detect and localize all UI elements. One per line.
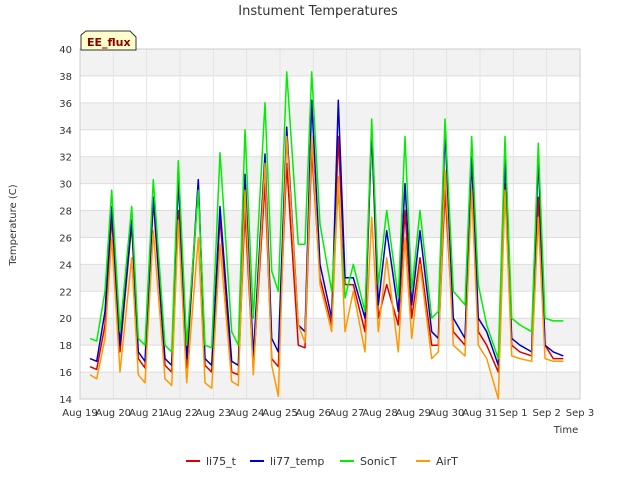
x-tick-label: Aug 21	[129, 408, 164, 419]
plot-frame	[79, 48, 581, 400]
x-tick-label: Aug 31	[462, 408, 497, 419]
x-tick-label: Aug 20	[96, 408, 131, 419]
legend-label: AirT	[436, 455, 458, 468]
background-band	[80, 129, 580, 157]
x-tick-label: Aug 22	[162, 408, 197, 419]
x-tick-label: Sep 3	[566, 408, 594, 419]
y-tick-label: 14	[59, 395, 72, 406]
x-tick-label: Aug 30	[429, 408, 464, 419]
background-band	[80, 372, 580, 399]
x-tick-label: Aug 28	[362, 408, 397, 419]
x-tick-label: Aug 26	[296, 408, 331, 419]
y-tick-labels: 14 16 18 20 22 24 26 28 30 32 34 36 38 40	[59, 45, 72, 406]
y-tick-label: 24	[59, 260, 72, 271]
y-tick-label: 34	[59, 126, 72, 137]
x-tick-label: Aug 23	[196, 408, 231, 419]
background-band	[80, 102, 580, 130]
background-band	[80, 345, 580, 373]
y-tick-label: 20	[59, 314, 72, 325]
series-line-li77-temp	[89, 99, 564, 367]
x-tick-label: Sep 2	[532, 408, 560, 419]
x-tick-label: Aug 27	[329, 408, 364, 419]
background-band	[80, 49, 580, 76]
ee-flux-badge: EE_flux	[80, 30, 137, 51]
series-lines	[89, 71, 564, 400]
background-band	[80, 210, 580, 238]
x-tick-label: Aug 29	[396, 408, 431, 419]
legend-label: li77_temp	[270, 455, 324, 468]
y-tick-label: 38	[59, 72, 72, 83]
background-band	[80, 75, 580, 103]
y-tick-label: 26	[59, 233, 72, 244]
y-tick-label: 16	[59, 368, 72, 379]
legend-label: SonicT	[360, 455, 397, 468]
y-tick-label: 36	[59, 99, 72, 110]
background-band	[80, 183, 580, 211]
y-tick-label: 32	[59, 153, 72, 164]
series-line-li75-t	[89, 129, 564, 376]
background-band	[80, 291, 580, 319]
y-tick-label: 22	[59, 287, 72, 298]
background-band	[80, 156, 580, 184]
legend: li75_t li77_temp SonicT AirT	[186, 455, 458, 468]
x-tick-label: Aug 24	[229, 408, 264, 419]
background-band	[80, 237, 580, 265]
badge-label: EE_flux	[87, 36, 131, 49]
x-axis-label: Time	[553, 425, 578, 436]
y-tick-label: 40	[59, 45, 72, 56]
x-tick-label: Aug 19	[62, 408, 97, 419]
x-tick-label: Aug 25	[262, 408, 297, 419]
chart-title: Instument Temperatures	[238, 4, 398, 19]
y-tick-label: 30	[59, 180, 72, 191]
legend-label: li75_t	[206, 455, 237, 468]
y-axis-label: Temperature (C)	[8, 184, 19, 266]
x-tick-label: Sep 1	[499, 408, 527, 419]
y-tick-label: 28	[59, 207, 72, 218]
y-tick-label: 18	[59, 341, 72, 352]
series-line-airt	[89, 135, 564, 400]
series-line-sonict	[89, 71, 564, 360]
